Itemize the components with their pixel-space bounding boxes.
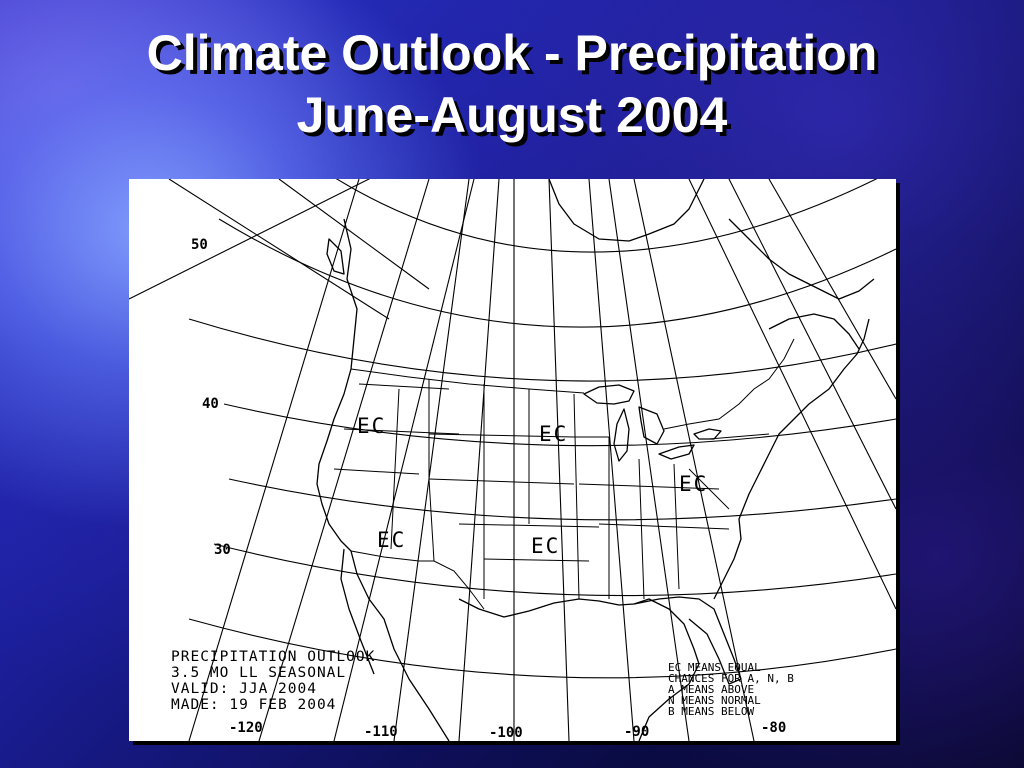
longitude-line-115 (333, 179, 475, 741)
longitude-line-85 (608, 179, 690, 741)
longitude-label-80: -80 (761, 720, 786, 736)
mexico-west-coast (350, 550, 450, 741)
latitude-line-50 (218, 218, 896, 328)
lake-erie (658, 444, 695, 460)
longitude-line-90 (588, 179, 635, 741)
info-box-line2: 3.5 MO LL SEASONAL (171, 665, 346, 681)
longitude-label-110: -110 (364, 724, 398, 740)
gulf-coastline (458, 598, 700, 741)
canada-us-border-east (663, 338, 795, 430)
slide-title-line2: June-August 2004 (296, 87, 728, 143)
legend-line3: A MEANS ABOVE (668, 683, 754, 696)
longitude-line-130 (129, 179, 371, 300)
slide-title-line1: Climate Outlook - Precipitation (146, 25, 878, 81)
state-line (638, 458, 645, 600)
info-box-line4: MADE: 19 FEB 2004 (171, 697, 336, 713)
region-label-northern-plains: EC (539, 422, 568, 446)
latitude-line-25 (188, 618, 896, 679)
latitude-line-55 (335, 179, 878, 253)
latitude-label-50: 50 (191, 237, 208, 253)
labrador-coast (728, 218, 875, 300)
longitude-label-90: -90 (624, 724, 649, 740)
hudson-bay-coast (548, 179, 705, 242)
west-coastline (316, 218, 358, 552)
longitude-line-105 (458, 179, 500, 741)
region-label-east: EC (679, 472, 708, 496)
longitude-label-100: -100 (489, 725, 523, 741)
longitude-line-120 (258, 179, 430, 741)
lake-huron (638, 406, 665, 445)
lake-superior (583, 384, 635, 405)
baja-peninsula (340, 548, 375, 675)
state-line (428, 433, 575, 438)
state-line (333, 468, 420, 475)
outlook-info-box: PRECIPITATION OUTLOOK 3.5 MO LL SEASONAL… (171, 649, 375, 713)
lake-michigan (613, 408, 630, 462)
latitude-line-30 (213, 543, 896, 597)
map-canvas: 50 40 30 -120 -110 -100 -90 -80 EC EC EC… (129, 179, 896, 741)
state-line (708, 433, 770, 440)
longitude-line-grid-b (278, 179, 430, 290)
latitude-line-40 (223, 403, 896, 447)
latitude-label-40: 40 (202, 396, 219, 412)
precipitation-outlook-map: 50 40 30 -120 -110 -100 -90 -80 EC EC EC… (129, 179, 896, 741)
state-line (578, 483, 720, 490)
longitude-line-125 (188, 179, 360, 741)
legend-line4: N MEANS NORMAL (668, 694, 761, 707)
florida-peninsula (633, 596, 742, 685)
state-line (598, 523, 730, 530)
longitude-line-95 (548, 179, 570, 741)
state-line (673, 463, 680, 590)
longitude-line-110 (393, 179, 470, 741)
gulf-st-lawrence (768, 313, 860, 350)
latitude-label-30: 30 (214, 542, 231, 558)
slide-title: Climate Outlook - Precipitation June-Aug… (0, 22, 1024, 146)
state-line (458, 523, 600, 528)
state-line (573, 393, 580, 600)
state-line (428, 478, 435, 562)
legend-line5: B MEANS BELOW (668, 705, 754, 718)
longitude-line-70 (728, 179, 896, 510)
longitude-line-80 (633, 179, 755, 741)
canada-us-border (350, 368, 585, 394)
state-line (688, 468, 730, 510)
latitude-line-35 (228, 478, 896, 521)
legend-line1: EC MEANS EQUAL (668, 661, 761, 674)
region-label-northwest: EC (357, 414, 386, 438)
latitude-line-45 (188, 318, 896, 382)
map-legend: EC MEANS EQUAL CHANCES FOR A, N, B A MEA… (668, 661, 794, 718)
lake-ontario (693, 428, 722, 440)
state-line (428, 478, 575, 485)
vancouver-island (326, 238, 345, 275)
info-box-line3: VALID: JJA 2004 (171, 681, 317, 697)
state-line (358, 383, 450, 390)
state-line (390, 388, 400, 550)
region-label-southern-plains: EC (531, 534, 560, 558)
state-line (343, 428, 460, 435)
east-coastline (713, 318, 870, 600)
state-line (483, 558, 590, 562)
info-box-line1: PRECIPITATION OUTLOOK (171, 649, 375, 665)
us-mexico-border (350, 550, 485, 610)
region-label-southwest: EC (377, 528, 406, 552)
legend-line2: CHANCES FOR A, N, B (668, 672, 794, 685)
longitude-label-120: -120 (229, 720, 263, 736)
longitude-line-75 (688, 179, 896, 610)
longitude-line-65 (768, 179, 896, 400)
